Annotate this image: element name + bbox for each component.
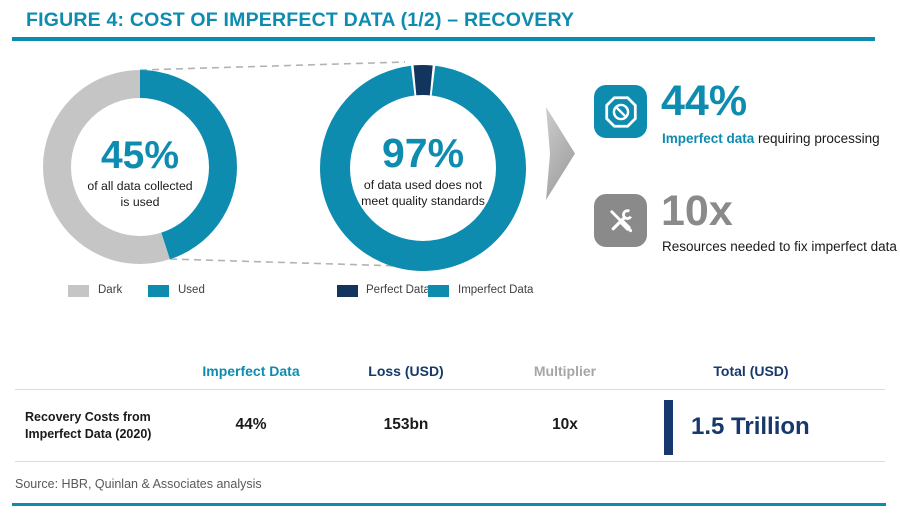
source-text: Source: HBR, Quinlan & Associates analys…	[15, 477, 262, 491]
donut-segment	[320, 65, 526, 271]
table-row-label: Recovery Costs from Imperfect Data (2020…	[25, 410, 152, 441]
total-accent-bar	[664, 400, 673, 455]
legend-swatch-imperfect-data	[428, 285, 449, 297]
table-cell-imperfect-data: 44%	[235, 416, 267, 433]
stat-imperfect-data-value: 44%	[661, 77, 748, 125]
donut-segment	[43, 70, 237, 264]
legend-label-imperfect-data: Imperfect Data	[458, 284, 534, 296]
donut-right-label: of data used does not meet quality stand…	[361, 178, 485, 208]
donut-segment	[320, 65, 526, 271]
table-header-multiplier: Multiplier	[533, 363, 597, 379]
table-bottom-divider	[15, 461, 885, 462]
donut-chart-data-collected	[43, 70, 237, 264]
table-header-loss-usd: Loss (USD)	[368, 363, 444, 379]
donut-right-value: 97%	[381, 130, 465, 176]
figure-title: FIGURE 4: COST OF IMPERFECT DATA (1/2) –…	[26, 9, 575, 31]
table-cell-total-usd: 1.5 Trillion	[691, 413, 810, 440]
stat-label-rest: requiring processing	[754, 131, 880, 146]
stat-resources-value: 10x	[661, 187, 733, 235]
right-arrow-icon	[546, 107, 575, 200]
stat-resources-label: Resources needed to fix imperfect data	[662, 239, 897, 254]
legend-label-dark: Dark	[98, 284, 123, 296]
table-header-divider	[15, 389, 885, 390]
bottom-rule	[12, 503, 886, 506]
no-entry-icon	[594, 85, 647, 138]
tools-icon	[594, 194, 647, 247]
donut-chart-data-quality	[320, 65, 526, 271]
table-cell-loss-usd: 153bn	[383, 416, 429, 433]
legend-swatch-used	[148, 285, 169, 297]
legend-swatch-dark	[68, 285, 89, 297]
donut-center-right: 97% of data used does not meet quality s…	[348, 133, 498, 210]
donut-left-value: 45%	[100, 134, 180, 177]
table-cell-multiplier: 10x	[552, 416, 578, 433]
legend-label-perfect-data: Perfect Data	[366, 284, 430, 296]
stat-label-highlight: Imperfect data	[662, 131, 755, 146]
table-header-total-usd: Total (USD)	[713, 363, 789, 379]
title-underline	[12, 37, 875, 41]
stat-imperfect-data-label: Imperfect data requiring processing	[662, 131, 880, 146]
table-header-imperfect-data: Imperfect Data	[202, 363, 300, 379]
donut-center-left: 45% of all data collected is used	[75, 136, 205, 211]
legend-label-used: Used	[178, 284, 205, 296]
legend-swatch-perfect-data	[337, 285, 358, 297]
donut-left-label: of all data collected is used	[87, 179, 193, 209]
